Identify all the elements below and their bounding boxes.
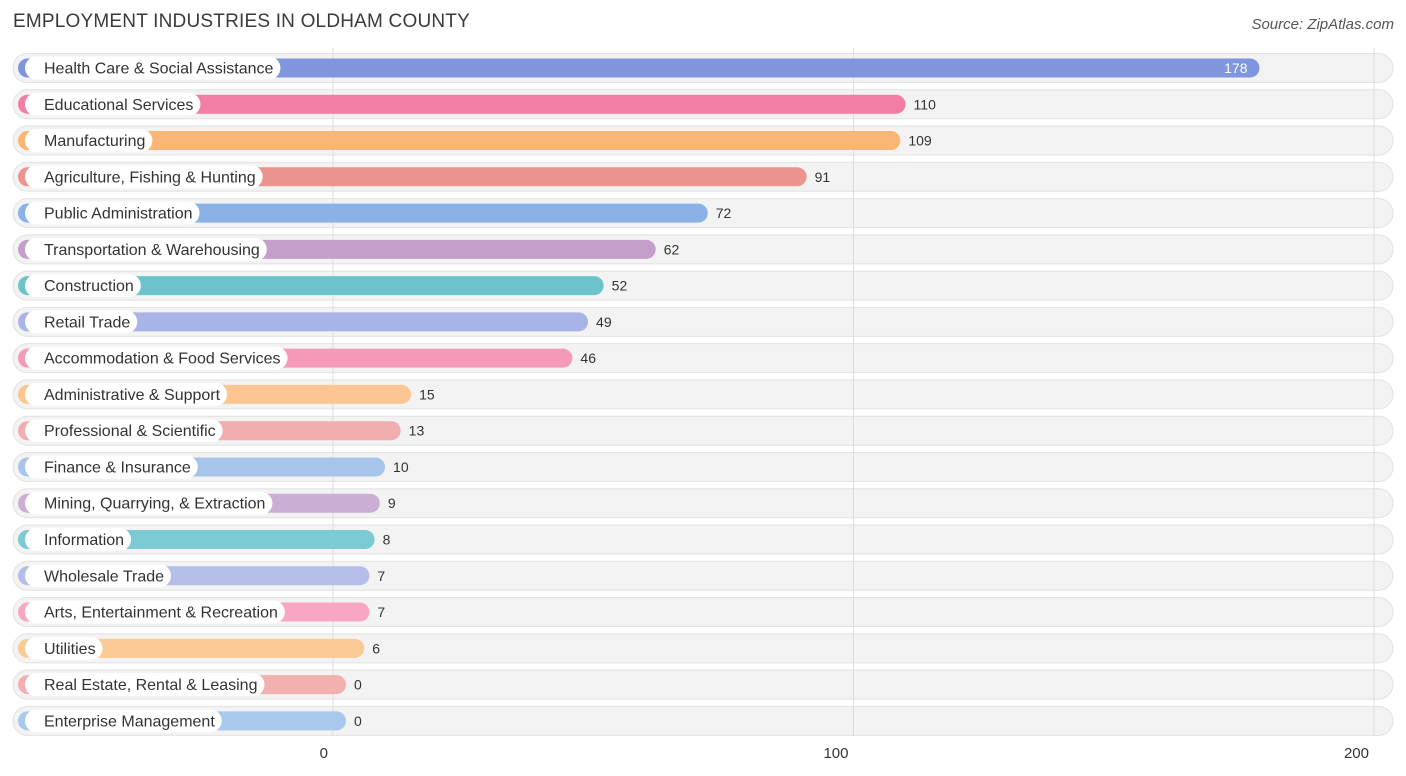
category-label-pill — [25, 528, 132, 552]
category-label: Construction — [44, 278, 134, 295]
category-label-pill — [25, 92, 201, 116]
category-label: Real Estate, Rental & Leasing — [44, 677, 257, 694]
category-label: Mining, Quarrying, & Extraction — [44, 496, 265, 513]
category-label-pill — [25, 382, 228, 406]
category-label-pill — [25, 346, 288, 370]
chart-title: EMPLOYMENT INDUSTRIES IN OLDHAM COUNTY — [13, 11, 470, 32]
category-label-pill — [25, 600, 285, 624]
bars: Health Care & Social Assistance 178 Educat… — [18, 56, 1260, 733]
value-label: 9 — [388, 495, 396, 511]
bar-construction — [18, 276, 604, 296]
value-label: 7 — [377, 568, 385, 584]
value-label: 178 — [1224, 60, 1248, 76]
value-label: 7 — [377, 604, 385, 620]
category-label-pill — [25, 455, 198, 479]
value-label: 46 — [580, 350, 596, 366]
category-label: Wholesale Trade — [44, 568, 164, 585]
value-label: 110 — [914, 96, 937, 112]
value-label: 8 — [383, 532, 391, 548]
category-label: Manufacturing — [44, 133, 145, 150]
category-label-pill — [25, 165, 263, 189]
category-label: Finance & Insurance — [44, 459, 191, 476]
row-background — [12, 705, 1394, 736]
bar-health-care-social-assistance — [18, 58, 1260, 78]
category-label: Health Care & Social Assistance — [44, 61, 274, 78]
bar-manufacturing — [18, 131, 901, 151]
bar-educational-services — [18, 94, 906, 114]
category-label-pill — [25, 201, 200, 225]
category-label: Administrative & Support — [44, 387, 221, 404]
x-axis-ticks: 0 100 200 — [320, 745, 1369, 762]
category-label-pill — [25, 419, 223, 443]
value-label: 6 — [372, 640, 380, 656]
category-label-pill — [25, 564, 172, 588]
x-tick-label-100: 100 — [823, 745, 848, 762]
value-label: 109 — [908, 133, 932, 149]
x-tick-label-200: 200 — [1344, 745, 1369, 762]
value-label: 52 — [612, 278, 628, 294]
category-label: Information — [44, 532, 124, 549]
value-label: 62 — [664, 241, 680, 257]
category-label: Agriculture, Fishing & Hunting — [44, 169, 256, 186]
category-label: Professional & Scientific — [44, 423, 216, 440]
category-label: Educational Services — [44, 97, 193, 114]
category-label: Retail Trade — [44, 314, 130, 331]
category-label-pill — [25, 129, 153, 153]
category-label: Utilities — [44, 641, 96, 658]
category-label: Enterprise Management — [44, 713, 215, 730]
value-label: 15 — [419, 386, 435, 402]
category-label: Public Administration — [44, 206, 193, 223]
chart-source: Source: ZipAtlas.com — [1251, 16, 1394, 33]
category-label: Accommodation & Food Services — [44, 351, 281, 368]
value-label: 13 — [409, 423, 425, 439]
x-tick-label-0: 0 — [320, 745, 328, 762]
value-label: 49 — [596, 314, 612, 330]
category-label-pill — [25, 673, 265, 697]
category-label-pill — [25, 237, 267, 261]
category-label-pill — [25, 709, 222, 733]
bar-retail-trade — [18, 312, 589, 332]
category-label-pill — [25, 310, 138, 334]
bar-utilities — [18, 638, 365, 658]
value-label: 72 — [716, 205, 732, 221]
value-label: 10 — [393, 459, 409, 475]
category-label-pill — [25, 56, 281, 80]
category-label: Transportation & Warehousing — [44, 242, 260, 259]
value-label: 0 — [354, 677, 362, 693]
row-background — [12, 669, 1394, 700]
category-label: Arts, Entertainment & Recreation — [44, 605, 278, 622]
value-label: 91 — [815, 169, 831, 185]
category-label-pill — [25, 491, 273, 515]
category-label-pill — [25, 274, 141, 298]
category-label-pill — [25, 636, 103, 660]
value-label: 0 — [354, 713, 362, 729]
